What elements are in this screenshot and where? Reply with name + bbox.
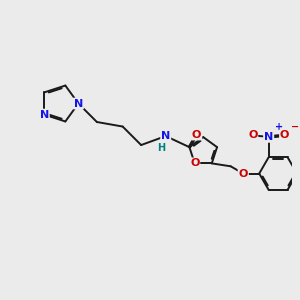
- Text: O: O: [190, 158, 200, 168]
- Text: −: −: [291, 122, 299, 132]
- Text: N: N: [264, 132, 273, 142]
- Text: H: H: [157, 143, 165, 153]
- Text: O: O: [238, 169, 248, 178]
- Text: N: N: [161, 131, 170, 141]
- Text: N: N: [74, 98, 83, 109]
- Text: O: O: [248, 130, 257, 140]
- Text: N: N: [40, 110, 49, 120]
- Text: O: O: [192, 130, 201, 140]
- Text: O: O: [280, 130, 289, 140]
- Text: +: +: [275, 122, 283, 133]
